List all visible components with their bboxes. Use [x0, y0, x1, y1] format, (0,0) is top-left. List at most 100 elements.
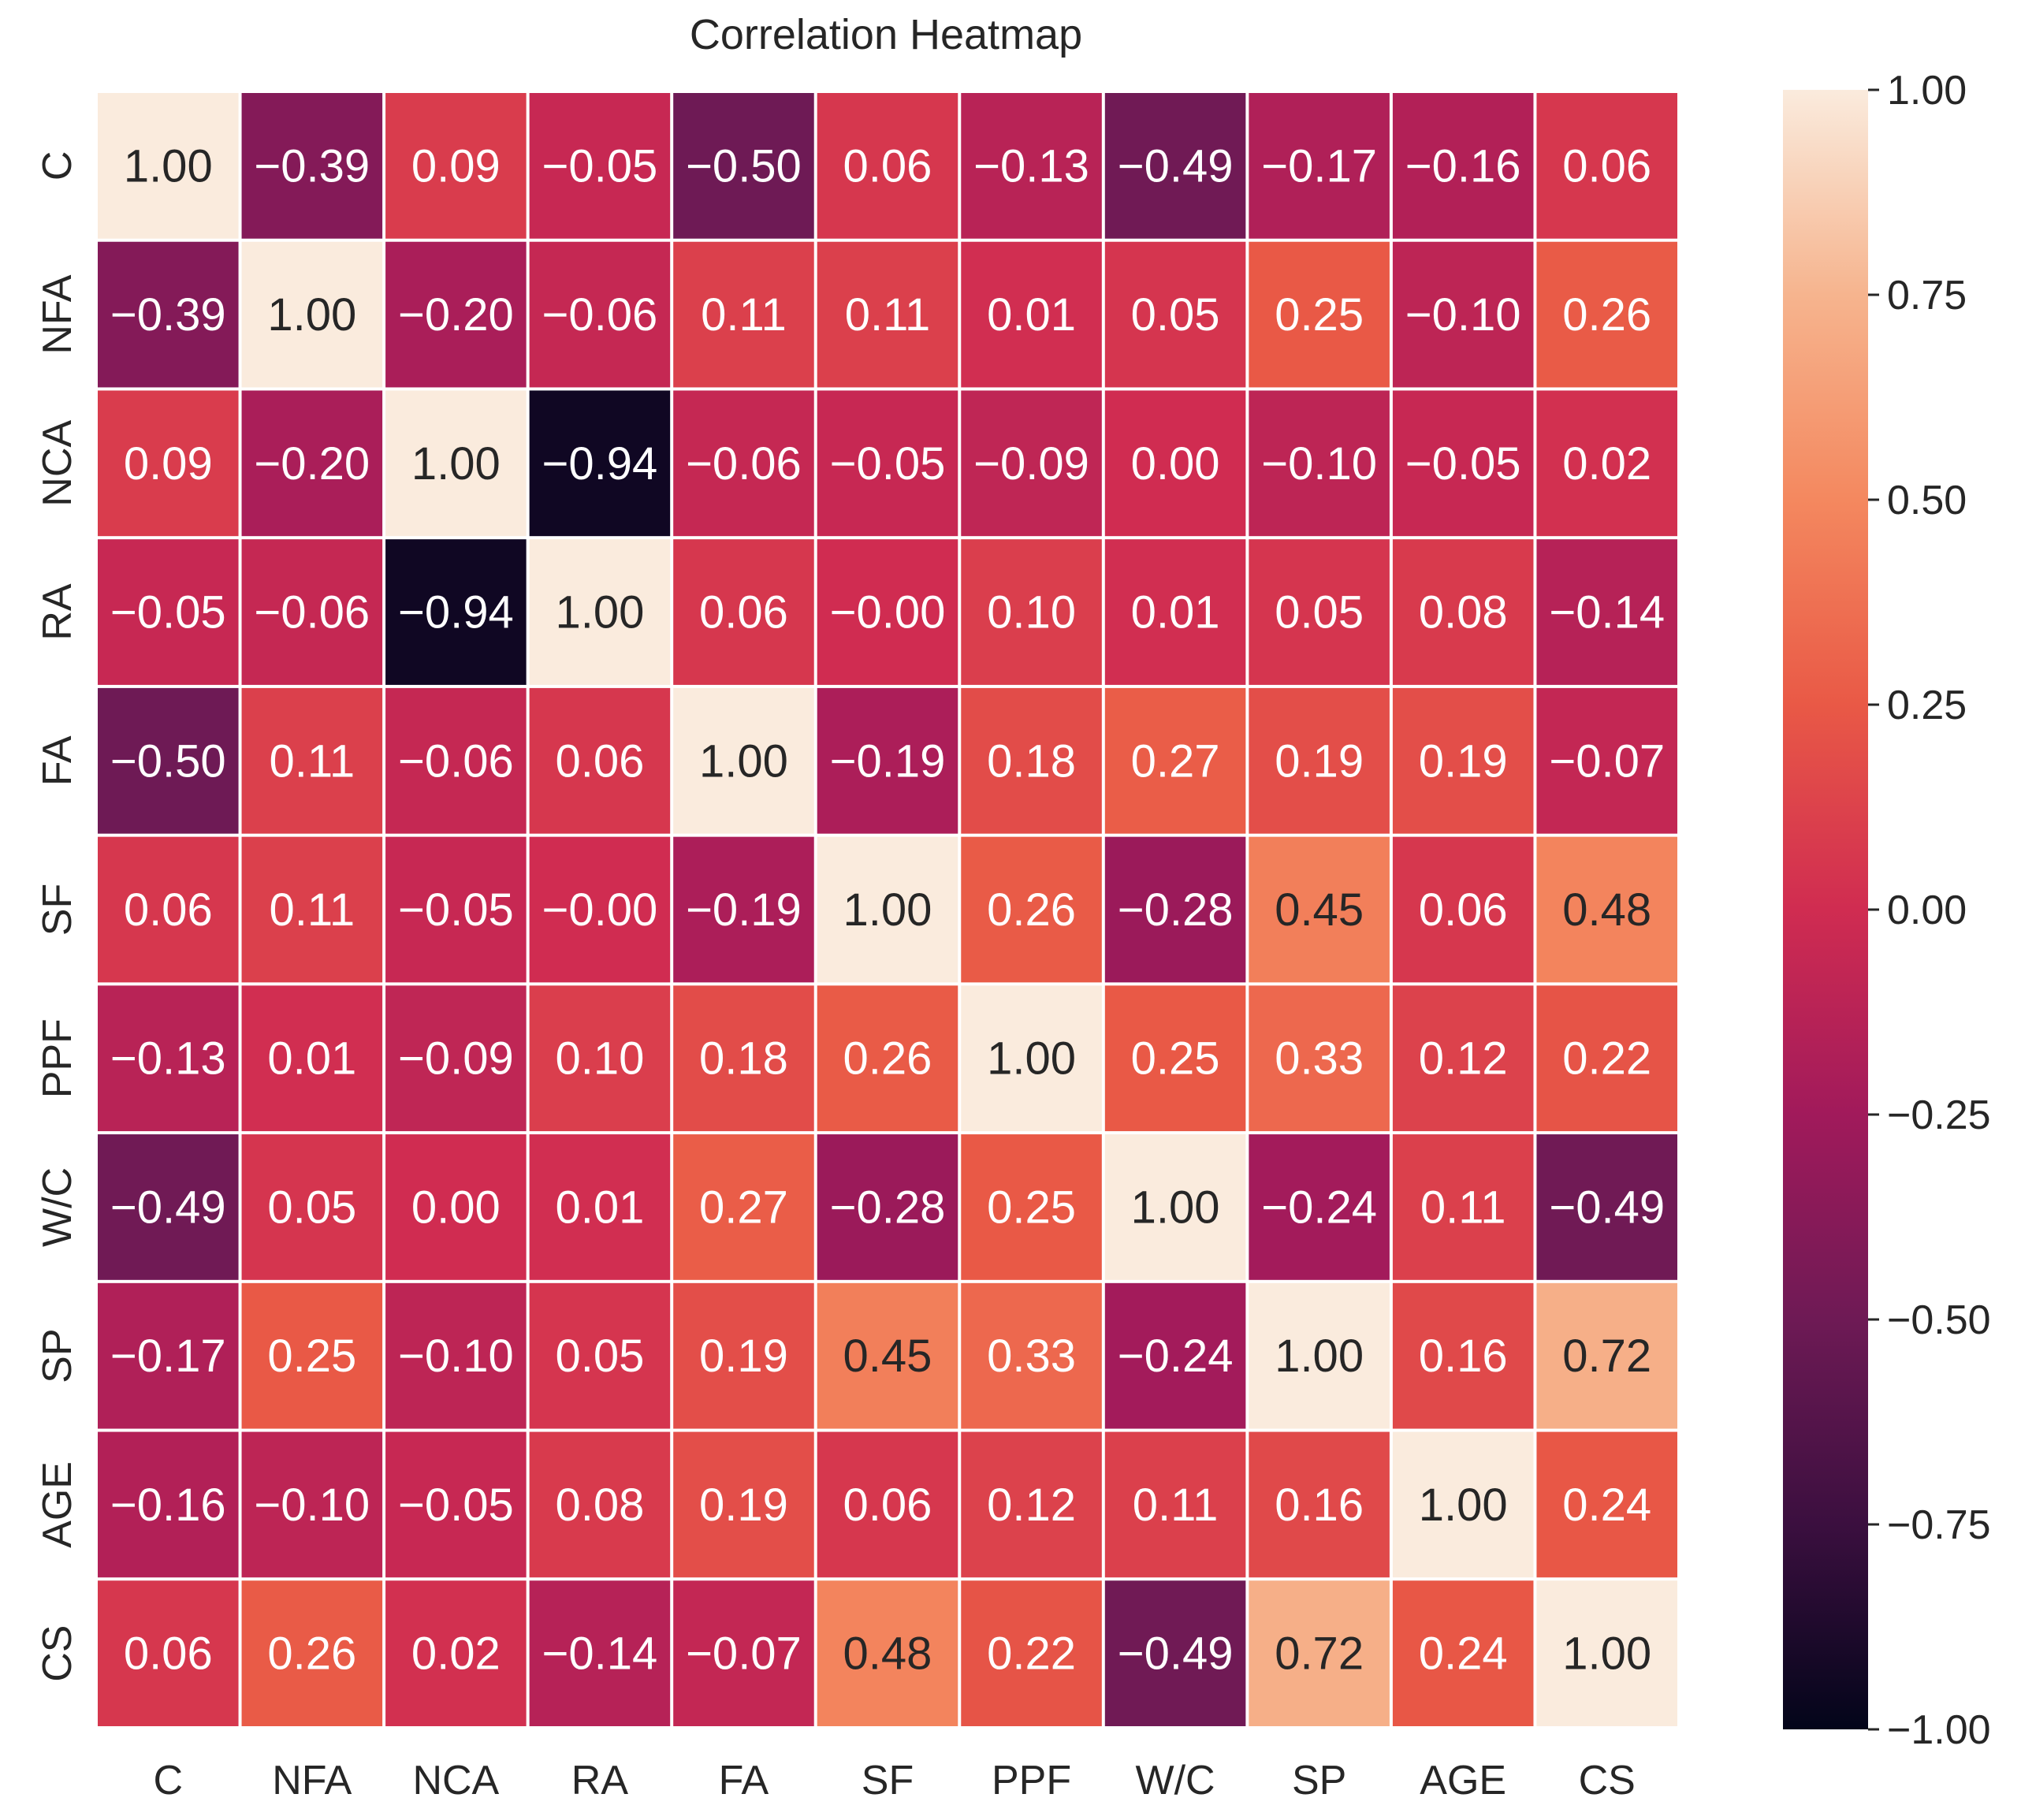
- heatmap-cell: [529, 241, 671, 388]
- heatmap-cell: [98, 1580, 239, 1726]
- cell-value-label: 0.25: [1275, 289, 1364, 341]
- heatmap-cell: [241, 1134, 383, 1280]
- heatmap-cell: [98, 241, 239, 388]
- cell-value-label: 0.18: [699, 1033, 788, 1085]
- cell-value-label: 0.72: [1562, 1331, 1651, 1382]
- cell-value-label: −0.16: [110, 1479, 226, 1531]
- heatmap-cell: [1249, 390, 1390, 537]
- cell-value-label: −0.09: [398, 1033, 514, 1085]
- heatmap-cell: [241, 1431, 383, 1578]
- heatmap-cell: [817, 1431, 958, 1578]
- heatmap-cell: [673, 390, 814, 537]
- cell-value-label: 0.24: [1562, 1479, 1651, 1531]
- x-tick-label: PPF: [992, 1758, 1071, 1803]
- cell-value-label: 0.33: [987, 1331, 1076, 1382]
- cell-value-label: 1.00: [1275, 1331, 1364, 1382]
- heatmap-cell: [961, 93, 1102, 239]
- heatmap-cell: [385, 985, 527, 1132]
- cell-value-label: 1.00: [1131, 1182, 1220, 1233]
- heatmap-cell: [1104, 687, 1246, 834]
- cell-value-label: 0.11: [270, 884, 355, 936]
- cell-value-label: 0.19: [699, 1331, 788, 1382]
- cell-value-label: −0.50: [110, 735, 226, 787]
- heatmap-cell: [1536, 687, 1677, 834]
- heatmap-cell: [1249, 687, 1390, 834]
- heatmap-cell: [529, 1580, 671, 1726]
- cell-value-label: 0.48: [843, 1628, 932, 1680]
- colorbar-tick-label: −0.75: [1887, 1502, 1991, 1548]
- heatmap-annotations: 1.00 −0.39 0.09 −0.05 −0.50 0.06 −0.13 −0.49 −0.…: [110, 140, 1665, 1679]
- y-tick-label: AGE: [35, 1461, 80, 1548]
- cell-value-label: 0.45: [843, 1331, 932, 1382]
- heatmap-cell: [98, 985, 239, 1132]
- heatmap-cell: [817, 1134, 958, 1280]
- cell-value-label: 0.24: [1419, 1628, 1508, 1680]
- heatmap-cell: [1392, 539, 1534, 685]
- x-tick-label: W/C: [1136, 1758, 1215, 1803]
- heatmap-cell: [241, 1580, 383, 1726]
- cell-value-label: −0.28: [1118, 884, 1234, 936]
- heatmap-cell: [98, 687, 239, 834]
- cell-value-label: −0.10: [398, 1331, 514, 1382]
- cell-value-label: −0.06: [542, 289, 658, 341]
- heatmap-cell: [1249, 836, 1390, 983]
- cell-value-label: −0.00: [830, 587, 946, 638]
- heatmap-cell: [817, 241, 958, 388]
- x-tick-label: SP: [1292, 1758, 1346, 1803]
- heatmap-cell: [241, 836, 383, 983]
- cell-value-label: 0.06: [843, 140, 932, 192]
- x-tick-label: SF: [862, 1758, 914, 1803]
- cell-value-label: −0.10: [1405, 289, 1521, 341]
- heatmap-cell: [1392, 1134, 1534, 1280]
- heatmap-cell: [673, 1134, 814, 1280]
- colorbar-tick-label: 0.50: [1887, 478, 1967, 523]
- heatmap-cell: [673, 539, 814, 685]
- cell-value-label: −0.24: [1261, 1182, 1377, 1233]
- heatmap-cell: [961, 687, 1102, 834]
- heatmap-cell: [817, 390, 958, 537]
- heatmap-cell: [98, 539, 239, 685]
- heatmap-cell: [673, 836, 814, 983]
- heatmap-cell: [1249, 1431, 1390, 1578]
- heatmap-cell: [817, 836, 958, 983]
- heatmap-cell: [1536, 241, 1677, 388]
- heatmap-cell: [1104, 93, 1246, 239]
- heatmap-cell: [673, 241, 814, 388]
- colorbar-tick-label: −0.50: [1887, 1297, 1991, 1343]
- cell-value-label: 0.06: [1562, 140, 1651, 192]
- heatmap-cell: [385, 1134, 527, 1280]
- cell-value-label: −0.20: [254, 438, 370, 489]
- heatmap-cell: [961, 1580, 1102, 1726]
- cell-value-label: 0.48: [1562, 884, 1651, 936]
- heatmap-cell: [1104, 836, 1246, 983]
- x-tick-label: C: [153, 1758, 183, 1803]
- cell-value-label: −0.05: [398, 884, 514, 936]
- cell-value-label: 0.06: [124, 1628, 213, 1680]
- cell-value-label: −0.49: [1118, 1628, 1234, 1680]
- cell-value-label: 0.22: [987, 1628, 1076, 1680]
- heatmap-cell: [961, 1431, 1102, 1578]
- cell-value-label: 0.11: [701, 289, 787, 341]
- y-tick-label: C: [35, 151, 80, 181]
- y-tick-label: PPF: [35, 1018, 80, 1098]
- cell-value-label: 0.05: [1131, 289, 1220, 341]
- heatmap-cell: [385, 1431, 527, 1578]
- cell-value-label: 0.27: [699, 1182, 788, 1233]
- heatmap-cell: [1536, 1431, 1677, 1578]
- cell-value-label: −0.50: [686, 140, 802, 192]
- cell-value-label: 0.19: [1275, 735, 1364, 787]
- cell-value-label: 0.25: [267, 1331, 356, 1382]
- cell-value-label: −0.49: [1118, 140, 1234, 192]
- cell-value-label: −0.07: [1549, 735, 1665, 787]
- heatmap-cell: [1104, 1431, 1246, 1578]
- heatmap-cell: [529, 390, 671, 537]
- heatmap-cell: [1104, 390, 1246, 537]
- cell-value-label: −0.05: [1405, 438, 1521, 489]
- cell-value-label: 0.05: [555, 1331, 644, 1382]
- cell-value-label: 0.06: [699, 587, 788, 638]
- cell-value-label: 0.00: [411, 1182, 501, 1233]
- y-tick-label: SP: [35, 1328, 80, 1383]
- heatmap-cell: [673, 93, 814, 239]
- cell-value-label: 0.22: [1562, 1033, 1651, 1085]
- heatmap-cell: [529, 687, 671, 834]
